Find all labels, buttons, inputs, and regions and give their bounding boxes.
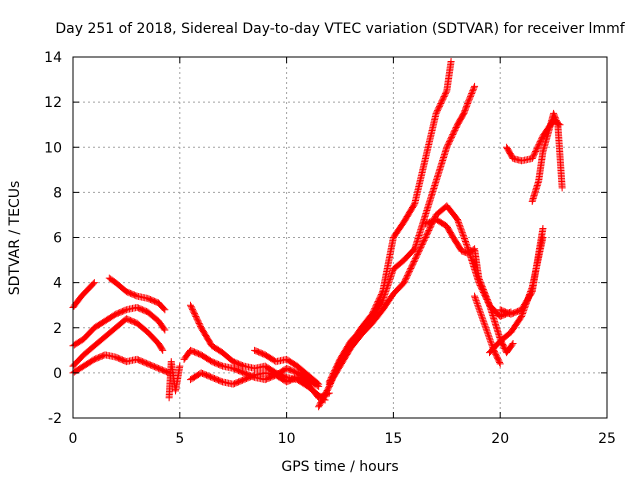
x-tick-label: 5 [175,431,184,447]
series-marks-track-10 [251,346,323,388]
series-track-6 [165,358,184,402]
x-tick-label: 20 [491,431,509,447]
series-track-17 [486,234,547,357]
series-marks-track-9 [186,369,333,402]
series-marks-track-17 [486,234,547,357]
y-tick-label: 10 [44,140,62,156]
series-marks-track-6 [165,358,184,402]
series-track-19 [528,109,566,205]
series-track-14 [421,215,517,357]
series-marks-track-19 [528,109,566,205]
x-tick-label: 25 [598,431,616,447]
series-track-5 [105,274,169,314]
y-tick-label: 8 [53,185,62,201]
y-tick-label: 2 [53,321,62,337]
y-tick-label: 0 [53,366,62,382]
y-axis-label: SDTVAR / TECUs [7,181,23,296]
x-tick-label: 10 [278,431,296,447]
series-marks-track-14 [421,215,517,357]
tick-labels: 0 5 10 15 20 25 -2 0 2 4 6 8 10 12 14 [44,50,616,447]
y-tick-label: 6 [53,231,62,247]
series-track-10 [251,346,323,388]
axis-ticks [72,56,608,419]
grid-lines [73,57,607,418]
y-tick-label: -2 [48,411,62,427]
series-track-9 [186,369,333,402]
x-axis-label: GPS time / hours [281,459,398,475]
chart-title: Day 251 of 2018, Sidereal Day-to-day VTE… [55,21,625,37]
data-points [69,58,566,411]
y-tick-label: 14 [44,50,62,66]
y-tick-label: 4 [53,276,62,292]
series-marks-track-5 [105,274,169,314]
x-tick-label: 0 [69,431,78,447]
y-tick-label: 12 [44,95,62,111]
x-tick-label: 15 [384,431,402,447]
